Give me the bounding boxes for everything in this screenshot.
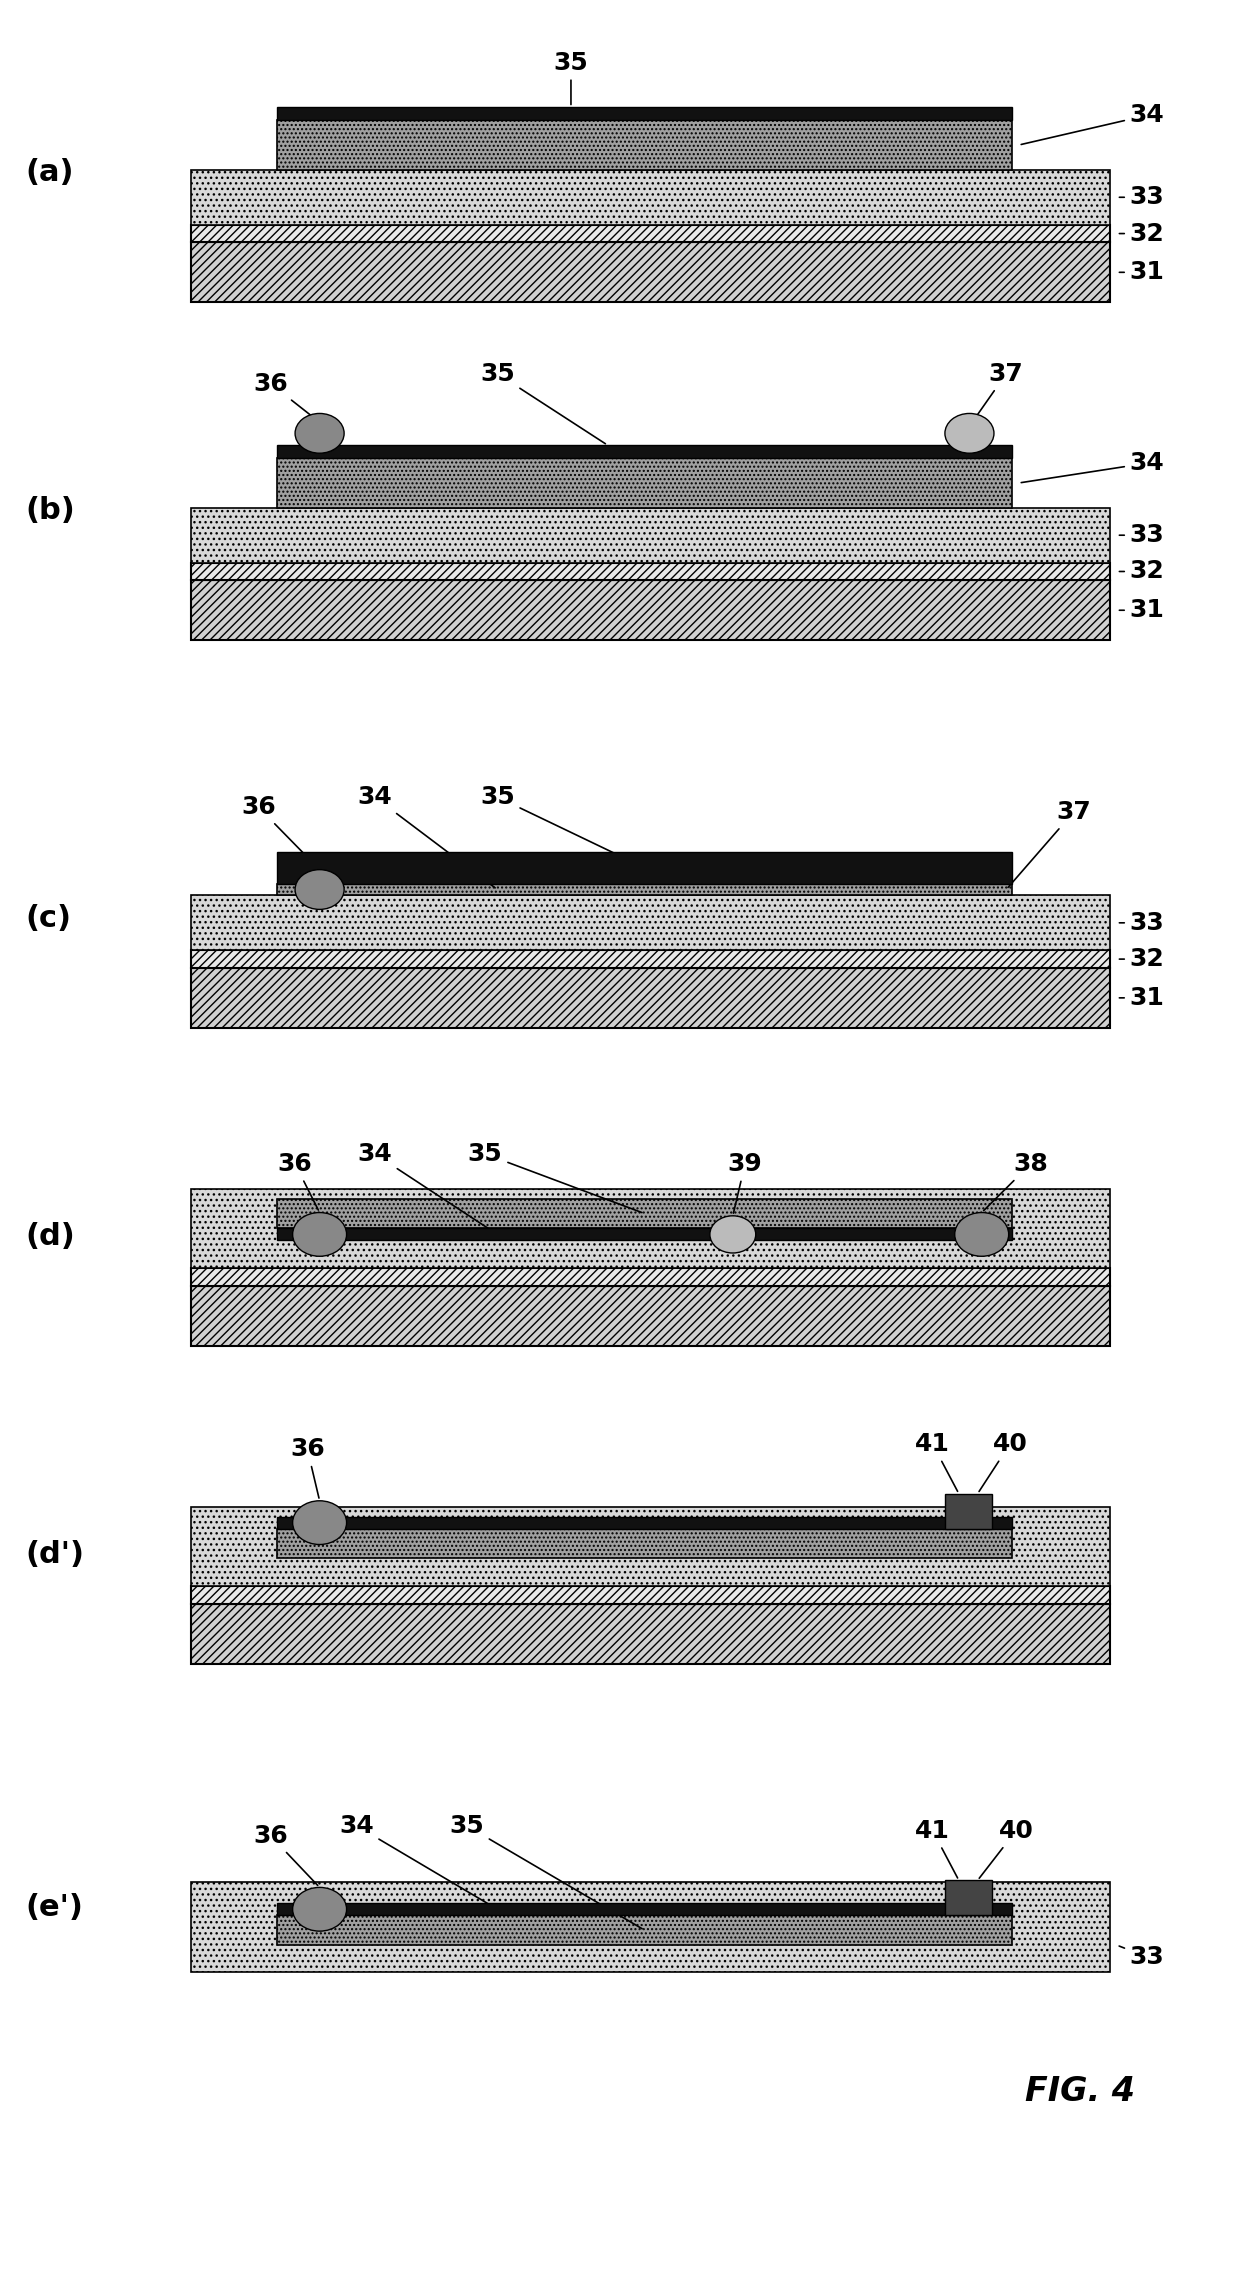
Text: 35: 35 xyxy=(480,362,605,444)
Text: 34: 34 xyxy=(339,1815,495,1908)
Text: 39: 39 xyxy=(728,1152,763,1214)
Bar xyxy=(191,225,1111,241)
Bar xyxy=(277,1915,1012,1945)
Bar xyxy=(945,1494,992,1528)
Bar xyxy=(277,107,1012,121)
Circle shape xyxy=(293,1501,346,1544)
Text: 33: 33 xyxy=(1120,911,1164,936)
Text: (b): (b) xyxy=(25,496,76,526)
Circle shape xyxy=(709,1216,755,1252)
Text: 32: 32 xyxy=(1120,560,1164,583)
Bar xyxy=(277,446,1012,458)
Circle shape xyxy=(295,870,345,909)
Bar xyxy=(191,1287,1111,1346)
Text: 35: 35 xyxy=(449,1815,642,1929)
Text: 34: 34 xyxy=(1022,451,1164,483)
Bar xyxy=(277,1516,1012,1528)
Bar xyxy=(191,1603,1111,1664)
Text: 33: 33 xyxy=(1120,524,1164,546)
Bar xyxy=(191,1507,1111,1587)
Text: 36: 36 xyxy=(241,795,317,868)
Bar xyxy=(191,171,1111,225)
Bar xyxy=(191,895,1111,950)
Text: 35: 35 xyxy=(553,50,588,105)
Text: 32: 32 xyxy=(1120,947,1164,970)
Bar xyxy=(191,562,1111,581)
Text: 31: 31 xyxy=(1120,986,1164,1011)
Bar xyxy=(277,1230,1012,1241)
Text: (d): (d) xyxy=(25,1223,76,1250)
Circle shape xyxy=(945,414,994,453)
Text: (c): (c) xyxy=(25,904,72,934)
Text: 38: 38 xyxy=(983,1152,1048,1211)
Text: 36: 36 xyxy=(253,1824,317,1885)
Bar xyxy=(277,458,1012,508)
Bar xyxy=(945,1881,992,1915)
Text: 37: 37 xyxy=(977,362,1023,414)
Bar xyxy=(191,581,1111,640)
Text: 40: 40 xyxy=(980,1432,1028,1491)
Text: (d'): (d') xyxy=(25,1539,84,1569)
Text: FIG. 4: FIG. 4 xyxy=(1024,2074,1135,2109)
Text: 40: 40 xyxy=(980,1819,1033,1879)
Bar xyxy=(191,241,1111,303)
Text: 34: 34 xyxy=(357,786,495,888)
Text: 34: 34 xyxy=(1022,102,1164,143)
Text: 34: 34 xyxy=(357,1141,495,1232)
Text: 36: 36 xyxy=(253,371,311,417)
Bar xyxy=(277,883,1012,895)
Bar xyxy=(277,121,1012,171)
Text: 32: 32 xyxy=(1120,221,1164,246)
Text: (e'): (e') xyxy=(25,1892,83,1922)
Text: 33: 33 xyxy=(1120,184,1164,209)
Bar xyxy=(191,950,1111,968)
Bar xyxy=(277,852,1012,883)
Circle shape xyxy=(955,1214,1008,1257)
Circle shape xyxy=(295,414,345,453)
Bar xyxy=(277,1528,1012,1557)
Bar xyxy=(277,1904,1012,1915)
Bar xyxy=(191,968,1111,1027)
Bar xyxy=(277,1198,1012,1230)
Circle shape xyxy=(293,1888,346,1931)
Text: 36: 36 xyxy=(278,1152,319,1209)
Bar xyxy=(191,1268,1111,1287)
Text: 31: 31 xyxy=(1120,260,1164,285)
Text: (a): (a) xyxy=(25,159,74,187)
Text: 41: 41 xyxy=(915,1819,957,1879)
Circle shape xyxy=(293,1214,346,1257)
Bar xyxy=(191,508,1111,562)
Text: 35: 35 xyxy=(480,786,642,868)
Text: 31: 31 xyxy=(1120,599,1164,622)
Bar xyxy=(191,1883,1111,1972)
Text: 41: 41 xyxy=(915,1432,957,1491)
Bar xyxy=(191,1587,1111,1603)
Text: 36: 36 xyxy=(290,1437,325,1498)
Text: 35: 35 xyxy=(467,1141,642,1214)
Text: 33: 33 xyxy=(1120,1945,1164,1970)
Bar xyxy=(191,1189,1111,1268)
Text: 37: 37 xyxy=(1008,799,1091,888)
